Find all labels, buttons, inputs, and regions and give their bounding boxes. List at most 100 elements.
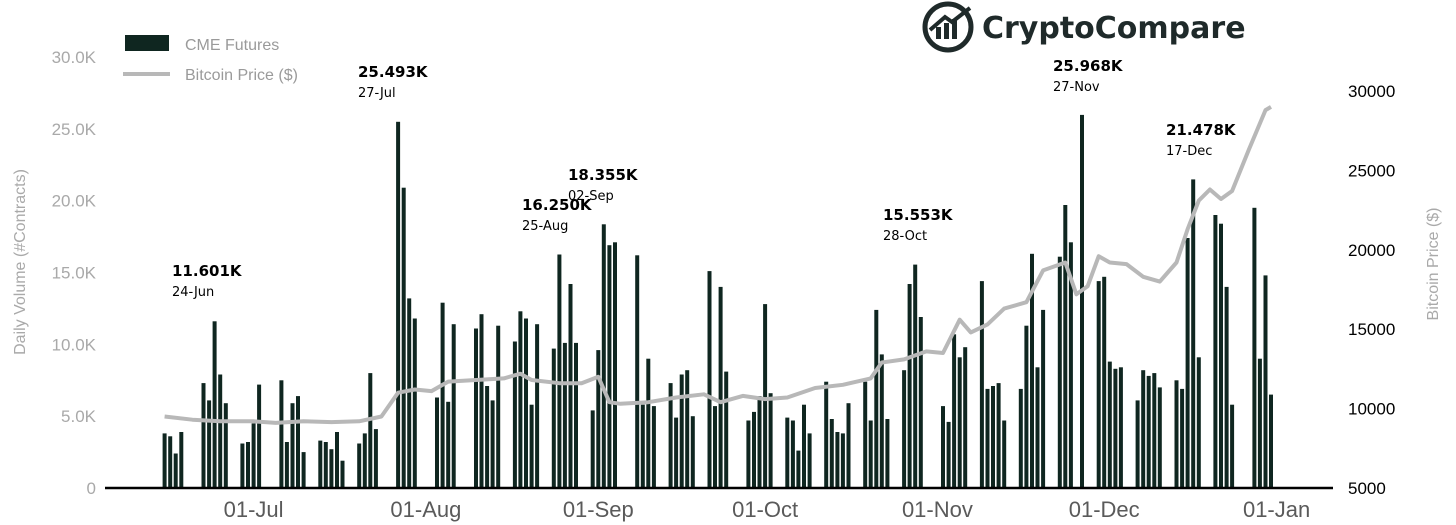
y-left-tick-label: 5.0K: [61, 407, 97, 426]
bar: [357, 443, 362, 488]
bar: [807, 433, 812, 488]
bar: [596, 350, 601, 488]
bar: [368, 373, 373, 488]
x-tick-label: 01-Nov: [902, 497, 973, 522]
bar: [1257, 358, 1262, 488]
y-left-tick-label: 15.0K: [52, 264, 97, 283]
bar: [685, 370, 690, 488]
bar: [1174, 380, 1179, 489]
bar: [763, 304, 768, 488]
annotation-value: 11.601K: [172, 262, 243, 280]
annotation-date: 17-Dec: [1166, 144, 1212, 159]
bar: [1002, 420, 1007, 488]
bar: [868, 420, 873, 488]
bar: [557, 254, 562, 488]
bar: [824, 381, 829, 488]
price-line: [164, 105, 1273, 425]
bar: [963, 347, 968, 488]
bar: [601, 224, 606, 489]
bar: [257, 384, 262, 488]
bar: [401, 187, 406, 488]
bar: [279, 380, 284, 489]
bar: [835, 432, 840, 488]
chart-trend-logo-icon: [922, 1, 974, 53]
bar: [802, 404, 806, 488]
bar: [512, 341, 517, 488]
bar: [1118, 367, 1123, 488]
x-tick-label: 01-Jan: [1243, 497, 1310, 522]
bar: [996, 383, 1001, 488]
bar: [284, 442, 289, 488]
bar: [885, 419, 890, 488]
bar: [1096, 281, 1101, 488]
bar: [1113, 368, 1118, 488]
annotation-date: 24-Jun: [172, 285, 214, 300]
bar: [879, 354, 884, 488]
bar: [485, 386, 490, 488]
legend-swatch-cme: [125, 35, 169, 51]
bar: [529, 404, 534, 488]
bar: [479, 314, 484, 488]
bar: [1180, 388, 1185, 488]
y-left-tick-label: 10.0K: [52, 335, 97, 354]
bar: [874, 309, 879, 488]
bar: [863, 381, 868, 488]
y-right-tick-label: 20000: [1348, 241, 1395, 260]
bar: [340, 460, 345, 488]
bar: [668, 383, 673, 488]
x-tick-label: 01-Dec: [1069, 497, 1140, 522]
bar: [168, 436, 173, 488]
bar: [568, 284, 573, 488]
y-left-tick-label: 20.0K: [52, 192, 97, 211]
bar: [1024, 325, 1029, 488]
bar: [329, 449, 334, 488]
x-tick-label: 01-Aug: [390, 497, 461, 522]
bar: [1196, 357, 1201, 488]
bar: [796, 450, 801, 488]
bar: [913, 264, 918, 488]
bar: [713, 406, 717, 488]
x-tick-label: 01-Oct: [732, 497, 798, 522]
bar: [785, 417, 790, 488]
bar: [1063, 205, 1068, 488]
bar: [907, 284, 912, 488]
bar: [690, 416, 695, 488]
bar: [335, 432, 339, 488]
y-axis-right-ticks: 5000 10000 15000 20000 25000 30000: [1348, 82, 1395, 498]
bar: [240, 443, 245, 488]
bar: [941, 406, 945, 488]
bar: [646, 358, 651, 488]
bar: [435, 397, 439, 488]
bar: [1185, 238, 1190, 488]
bar: [551, 348, 556, 488]
bar: [296, 396, 300, 488]
bar: [407, 298, 412, 488]
bar: [246, 442, 250, 488]
bar: [1219, 223, 1223, 488]
bar: [1057, 256, 1062, 488]
bar: [952, 334, 957, 488]
annotation-date: 02-Sep: [568, 189, 614, 204]
y-right-tick-label: 25000: [1348, 161, 1395, 180]
bar: [290, 403, 295, 488]
bar: [1135, 400, 1140, 488]
bar: [590, 410, 595, 488]
bar: [396, 121, 401, 489]
y-axis-left-label: Daily Volume (#Contracts): [12, 169, 29, 355]
bar: [162, 433, 167, 488]
bar: [918, 317, 923, 488]
bar: [218, 374, 223, 488]
bar: [1107, 361, 1112, 488]
bar: [1068, 242, 1073, 488]
bar: [674, 417, 679, 488]
annotation-value: 15.553K: [883, 206, 954, 224]
y-right-tick-label: 15000: [1348, 320, 1395, 339]
bar: [607, 245, 612, 488]
bar: [985, 388, 990, 488]
legend-label-price: Bitcoin Price ($): [185, 67, 298, 84]
bar: [318, 440, 323, 488]
bar: [1102, 276, 1107, 488]
bar: [1269, 394, 1273, 488]
y-right-tick-label: 10000: [1348, 400, 1395, 419]
annotation-date: 27-Jul: [358, 86, 396, 101]
